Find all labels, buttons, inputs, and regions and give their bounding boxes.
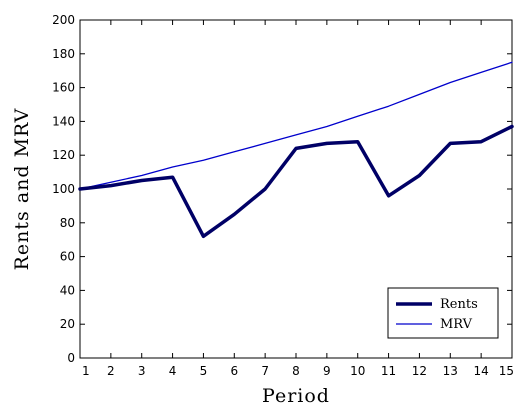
y-tick-label: 100	[52, 182, 75, 196]
x-tick-label: 1	[82, 364, 90, 378]
legend-box	[387, 287, 499, 339]
x-tick-label: 7	[261, 364, 269, 378]
x-tick-label: 6	[230, 364, 238, 378]
y-tick-label: 20	[60, 317, 75, 331]
x-tick-label: 4	[169, 364, 177, 378]
x-tick-label: 5	[200, 364, 208, 378]
x-axis: 1 2 3 4 5 6 7 8 9 10 11 12 13 14 15	[79, 20, 514, 378]
series-line-mrv	[79, 61, 513, 190]
legend-label-mrv: MRV	[440, 317, 473, 332]
series-line-rents	[78, 124, 514, 239]
y-tick-label: 60	[60, 250, 75, 264]
x-tick-label: 2	[107, 364, 115, 378]
y-tick-label: 180	[52, 47, 75, 61]
x-tick-label: 3	[138, 364, 146, 378]
y-tick-label: 140	[52, 114, 75, 128]
y-tick-label: 200	[52, 13, 75, 27]
x-tick-label: 8	[292, 364, 300, 378]
x-tick-label: 10	[350, 364, 365, 378]
legend: Rents MRV	[387, 287, 499, 339]
y-axis: 0 20 40 60 80 100 120 140 160 180 200	[52, 13, 512, 365]
y-tick-label: 120	[52, 148, 75, 162]
y-axis-title: Rents and MRV	[11, 108, 33, 271]
y-tick-label: 0	[67, 351, 75, 365]
x-tick-label: 14	[474, 364, 489, 378]
x-tick-label: 12	[412, 364, 427, 378]
x-tick-label: 9	[323, 364, 331, 378]
x-tick-label: 11	[381, 364, 396, 378]
y-tick-label: 40	[60, 283, 75, 297]
y-tick-label: 160	[52, 81, 75, 95]
x-tick-label: 15	[499, 364, 514, 378]
x-axis-title: Period	[262, 385, 330, 407]
x-tick-label: 13	[443, 364, 458, 378]
series-layer	[78, 61, 514, 239]
y-tick-label: 80	[60, 216, 75, 230]
legend-label-rents: Rents	[440, 297, 478, 312]
